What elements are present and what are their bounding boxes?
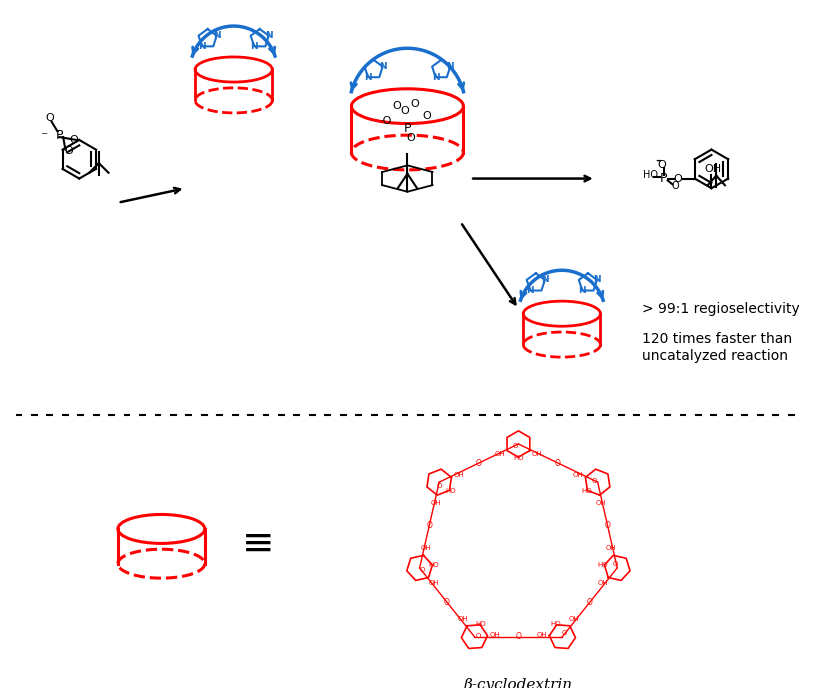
Text: OH: OH bbox=[421, 545, 431, 551]
Text: O: O bbox=[444, 598, 450, 607]
Text: O: O bbox=[587, 598, 593, 607]
Text: ·O: ·O bbox=[380, 116, 392, 126]
Text: OH: OH bbox=[454, 471, 464, 477]
Text: O: O bbox=[45, 113, 54, 122]
Text: N: N bbox=[250, 42, 258, 51]
Text: N: N bbox=[541, 275, 549, 284]
Text: O: O bbox=[406, 133, 415, 143]
Text: OH: OH bbox=[458, 616, 468, 623]
Text: OH: OH bbox=[531, 451, 542, 458]
Text: O: O bbox=[516, 632, 522, 641]
Text: OH: OH bbox=[431, 499, 441, 506]
Text: HO: HO bbox=[513, 455, 523, 462]
Text: O: O bbox=[605, 521, 611, 530]
Text: O: O bbox=[411, 99, 419, 109]
Text: N: N bbox=[365, 73, 372, 82]
Text: O: O bbox=[613, 561, 618, 568]
Text: N: N bbox=[579, 286, 586, 295]
Text: O: O bbox=[436, 483, 442, 489]
Text: OH: OH bbox=[428, 580, 439, 586]
Text: O: O bbox=[562, 630, 567, 636]
Text: O: O bbox=[420, 568, 425, 574]
Text: N: N bbox=[447, 62, 454, 71]
Text: HO: HO bbox=[445, 488, 456, 494]
Text: O: O bbox=[475, 633, 481, 639]
Text: OH: OH bbox=[569, 616, 580, 623]
Text: O: O bbox=[64, 146, 73, 155]
Text: N: N bbox=[527, 286, 534, 295]
Text: N: N bbox=[593, 275, 601, 284]
Text: OH: OH bbox=[705, 164, 722, 174]
Text: HO: HO bbox=[643, 170, 658, 180]
Text: N: N bbox=[213, 31, 221, 40]
Text: O: O bbox=[69, 135, 78, 145]
Text: > 99:1 regioselectivity: > 99:1 regioselectivity bbox=[642, 302, 800, 316]
Text: OH: OH bbox=[598, 580, 608, 586]
Text: OH: OH bbox=[536, 632, 547, 638]
Text: O: O bbox=[591, 478, 596, 484]
Text: HO: HO bbox=[551, 621, 561, 627]
Text: OH: OH bbox=[606, 545, 617, 551]
Text: O: O bbox=[672, 181, 680, 191]
Text: N: N bbox=[265, 31, 273, 40]
Text: ⁻: ⁻ bbox=[40, 130, 48, 144]
Text: β-cyclodextrin: β-cyclodextrin bbox=[464, 678, 573, 688]
Text: -: - bbox=[655, 150, 661, 169]
Text: OH: OH bbox=[596, 499, 606, 506]
Text: OH: OH bbox=[495, 451, 506, 458]
Text: O: O bbox=[555, 459, 561, 468]
Text: HO: HO bbox=[428, 561, 439, 568]
Text: OH: OH bbox=[573, 471, 584, 477]
Text: O: O bbox=[423, 111, 431, 121]
Text: O: O bbox=[673, 173, 682, 184]
Text: ≡: ≡ bbox=[241, 524, 274, 562]
Text: O: O bbox=[392, 101, 402, 111]
Text: N: N bbox=[432, 73, 439, 82]
Text: 120 times faster than
uncatalyzed reaction: 120 times faster than uncatalyzed reacti… bbox=[642, 332, 792, 363]
Text: O: O bbox=[512, 443, 518, 449]
Text: P: P bbox=[660, 172, 668, 185]
Text: OH: OH bbox=[490, 632, 501, 638]
Text: O: O bbox=[476, 459, 481, 468]
Text: HO: HO bbox=[598, 561, 608, 568]
Text: O: O bbox=[658, 160, 666, 170]
Text: HO: HO bbox=[475, 621, 486, 627]
Text: N: N bbox=[198, 42, 206, 51]
Text: O: O bbox=[400, 106, 409, 116]
Text: P: P bbox=[55, 129, 63, 142]
Text: HO: HO bbox=[581, 488, 591, 494]
Text: P: P bbox=[404, 122, 411, 135]
Text: O: O bbox=[427, 521, 433, 530]
Text: N: N bbox=[379, 62, 386, 71]
